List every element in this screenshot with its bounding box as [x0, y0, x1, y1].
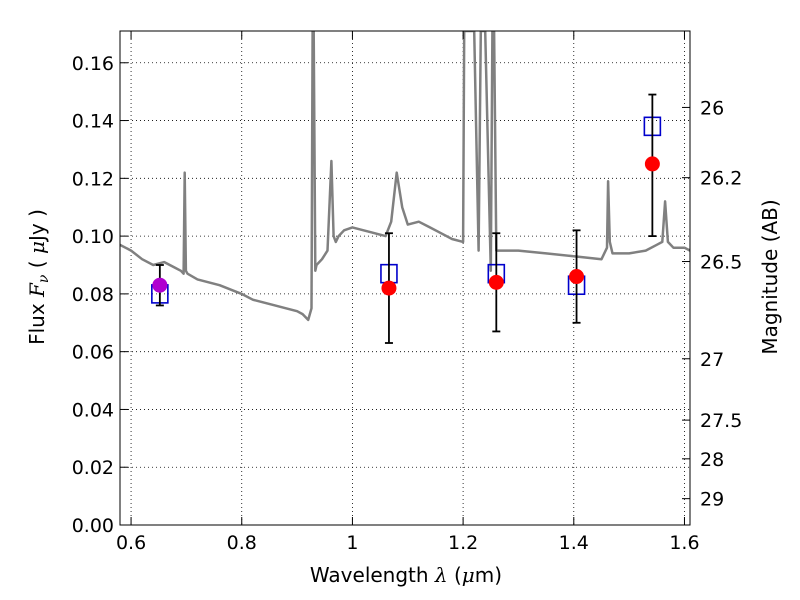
y-tick-label: 0.16 [72, 53, 114, 75]
observed-flux-point [152, 277, 168, 293]
y2-tick-label: 27 [700, 349, 724, 371]
x-axis-label: Wavelength λ (μm) [310, 563, 502, 587]
y-tick-label: 0.10 [72, 226, 114, 248]
observed-flux-point [381, 280, 397, 296]
x-tick-label: 0.8 [227, 532, 257, 554]
y-tick-label: 0.08 [72, 284, 114, 306]
x-axis-label-prefix: Wavelength [310, 563, 435, 587]
observed-flux-point [644, 156, 660, 172]
x-tick-label: 1.2 [448, 532, 478, 554]
y-axis-label: Flux Fν ( μJy ) [25, 209, 52, 345]
y-tick-label: 0.00 [72, 515, 114, 537]
x-axis-label-unit-mu: μ [462, 563, 475, 587]
y-axis-label-unit-mu: μ [25, 241, 49, 254]
y-axis-label-sub: ν [36, 274, 52, 283]
tick-marks [120, 31, 690, 526]
y-axis-label-symbol: F [25, 282, 49, 298]
y-tick-label: 0.06 [72, 342, 114, 364]
y2-tick-label: 26.2 [700, 168, 742, 190]
y-tick-label: 0.02 [72, 457, 114, 479]
y2-tick-label: 28 [700, 449, 724, 471]
spectrum-line [120, 31, 690, 322]
tick-labels: 0.6 0.8 1 1.2 1.4 1.6 0.00 0.02 0.04 0.06 0.08 0.10… [72, 53, 743, 554]
x-tick-label: 0.6 [116, 532, 146, 554]
grid-lines [120, 31, 690, 526]
y-tick-label: 0.14 [72, 111, 114, 133]
spectrum-layer [120, 31, 690, 322]
observed-flux-point [488, 274, 504, 290]
y-axis-label-unit-close: Jy ) [25, 209, 49, 243]
y-tick-label: 0.04 [72, 399, 114, 421]
y2-tick-label: 26 [700, 97, 724, 119]
y-tick-label: 0.12 [72, 168, 114, 190]
y2-tick-label: 27.5 [700, 410, 742, 432]
observed-flux-point [569, 269, 585, 285]
data-points-layer [151, 93, 662, 344]
x-tick-label: 1 [346, 532, 358, 554]
y2-tick-label: 26.5 [700, 252, 742, 274]
y-axis-label-unit-open: ( [25, 254, 49, 275]
x-tick-label: 1.6 [669, 532, 699, 554]
x-axis-label-unit-open: ( [448, 563, 462, 587]
y2-axis-label: Magnitude (AB) [758, 199, 782, 354]
x-axis-label-symbol: λ [434, 563, 448, 587]
x-axis-label-unit-close: m) [475, 563, 502, 587]
x-tick-label: 1.4 [559, 532, 589, 554]
plot-frame [119, 30, 691, 526]
y-axis-label-prefix: Flux [25, 297, 49, 345]
y2-tick-label: 29 [700, 489, 724, 511]
